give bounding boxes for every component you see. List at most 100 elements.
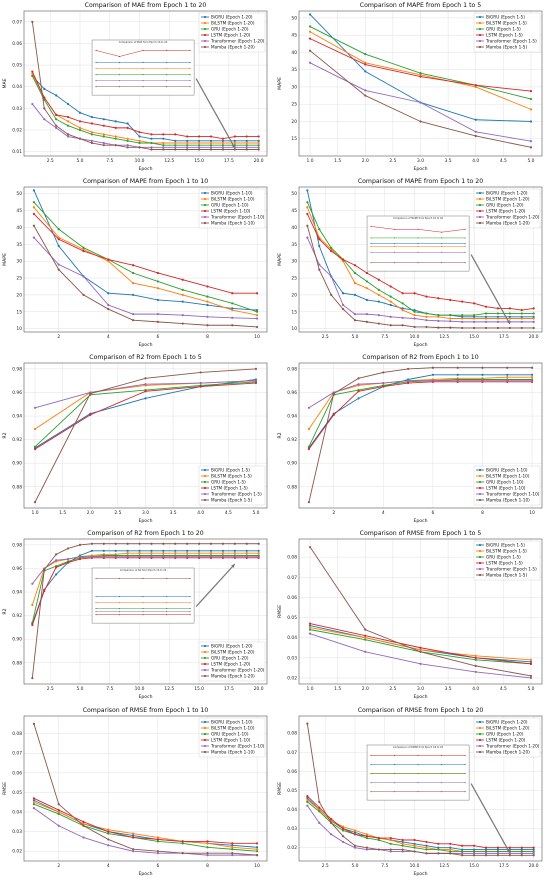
data-point — [107, 303, 110, 307]
data-point — [520, 850, 523, 853]
data-point — [532, 848, 535, 851]
data-point — [156, 838, 159, 841]
inset-frame — [91, 567, 195, 624]
data-point — [407, 381, 410, 385]
data-point — [401, 840, 404, 844]
inset-data-point — [165, 601, 168, 604]
legend-label: BiGRU (Epoch 1-10) — [211, 191, 253, 196]
data-point — [330, 817, 333, 821]
data-point — [413, 310, 416, 313]
data-point — [66, 547, 70, 550]
inset-data-point — [142, 601, 144, 604]
x-tick-label: 10.0 — [410, 863, 420, 869]
zoom-arrow — [470, 254, 511, 325]
data-point — [353, 829, 357, 832]
data-point — [437, 326, 440, 329]
inset-data-point — [464, 772, 466, 775]
data-point — [318, 800, 321, 803]
legend-label: GRU (Epoch 1-10) — [486, 480, 524, 485]
data-point — [529, 89, 533, 93]
x-tick-label: 4.0 — [472, 686, 479, 692]
data-point — [308, 13, 312, 16]
inset-data-point — [165, 67, 168, 70]
data-point — [473, 314, 476, 317]
data-point — [78, 120, 82, 123]
data-point — [419, 662, 422, 665]
data-point — [66, 115, 70, 119]
data-point — [461, 844, 464, 847]
chart-title: Comparison of R2 from Epoch 1 to 10 — [362, 354, 478, 361]
legend-label: LSTM (Epoch 1-5) — [486, 33, 523, 38]
legend-marker — [478, 486, 482, 490]
data-point — [529, 676, 533, 680]
x-tick-label: 6 — [156, 863, 159, 869]
inset-data-point — [95, 80, 97, 82]
data-point — [43, 568, 46, 571]
data-point — [209, 549, 213, 552]
legend-label: BiLSTM (Epoch 1-20) — [211, 650, 255, 655]
legend-label: BiGRU (Epoch 1-20) — [211, 15, 253, 20]
legend-label: GRU (Epoch 1-20) — [486, 732, 524, 737]
data-point — [57, 268, 60, 271]
data-point — [198, 148, 201, 151]
x-tick-label: 7.5 — [381, 334, 388, 340]
data-point — [456, 379, 459, 382]
data-point — [332, 413, 335, 416]
legend-marker — [203, 468, 207, 472]
inset-data-point — [417, 237, 419, 239]
data-point — [181, 322, 184, 325]
data-point — [43, 107, 46, 110]
inset-data-point — [189, 608, 191, 610]
x-tick-label: 8 — [206, 863, 209, 869]
data-point — [32, 801, 36, 804]
legend-marker — [203, 197, 207, 201]
data-point — [126, 542, 129, 545]
inset-title: Comparison of MAE from Epoch 16 to 20 — [119, 41, 168, 44]
x-tick-label: 2 — [57, 334, 60, 340]
data-point — [529, 97, 533, 101]
data-point — [257, 135, 260, 138]
inset-data-point — [370, 243, 372, 245]
data-point — [532, 852, 535, 855]
data-point — [57, 263, 60, 266]
inset-data-point — [393, 754, 396, 757]
inset-data-point — [165, 86, 168, 88]
data-point — [365, 848, 368, 851]
data-point — [413, 292, 416, 295]
x-tick-label: 10.0 — [135, 158, 145, 164]
data-point — [413, 844, 416, 847]
data-point — [221, 542, 225, 545]
data-point — [82, 248, 85, 251]
data-point — [306, 224, 309, 227]
y-tick-label: 0.88 — [12, 484, 22, 490]
data-point — [57, 810, 60, 814]
x-axis-label: Epoch — [138, 871, 152, 877]
inset-chart: Comparison of MAE from Epoch 16 to 20 — [91, 39, 195, 96]
inset-data-point — [393, 228, 396, 230]
data-point — [245, 148, 248, 151]
legend-marker — [203, 39, 207, 43]
data-point — [508, 854, 511, 857]
x-tick-label: 2.5 — [47, 158, 54, 164]
data-point — [233, 555, 236, 558]
data-point — [82, 249, 85, 253]
legend-label: BiLSTM (Epoch 1-20) — [486, 726, 530, 731]
legend-label: Transformer (Epoch 1-5) — [485, 567, 537, 572]
data-point — [473, 852, 476, 855]
data-point — [532, 854, 535, 857]
data-point — [156, 280, 159, 283]
data-point — [419, 101, 422, 104]
data-point — [82, 246, 85, 249]
data-point — [126, 122, 129, 125]
data-point — [353, 846, 357, 849]
inset-data-point — [464, 237, 466, 239]
data-point — [425, 319, 428, 322]
series-line — [306, 225, 534, 329]
data-point — [496, 846, 500, 849]
data-point — [174, 542, 177, 545]
data-point — [364, 634, 367, 637]
legend-marker — [478, 27, 482, 31]
inset-data-point — [95, 614, 97, 616]
data-point — [449, 320, 452, 323]
x-tick-label: 15.0 — [194, 686, 204, 692]
